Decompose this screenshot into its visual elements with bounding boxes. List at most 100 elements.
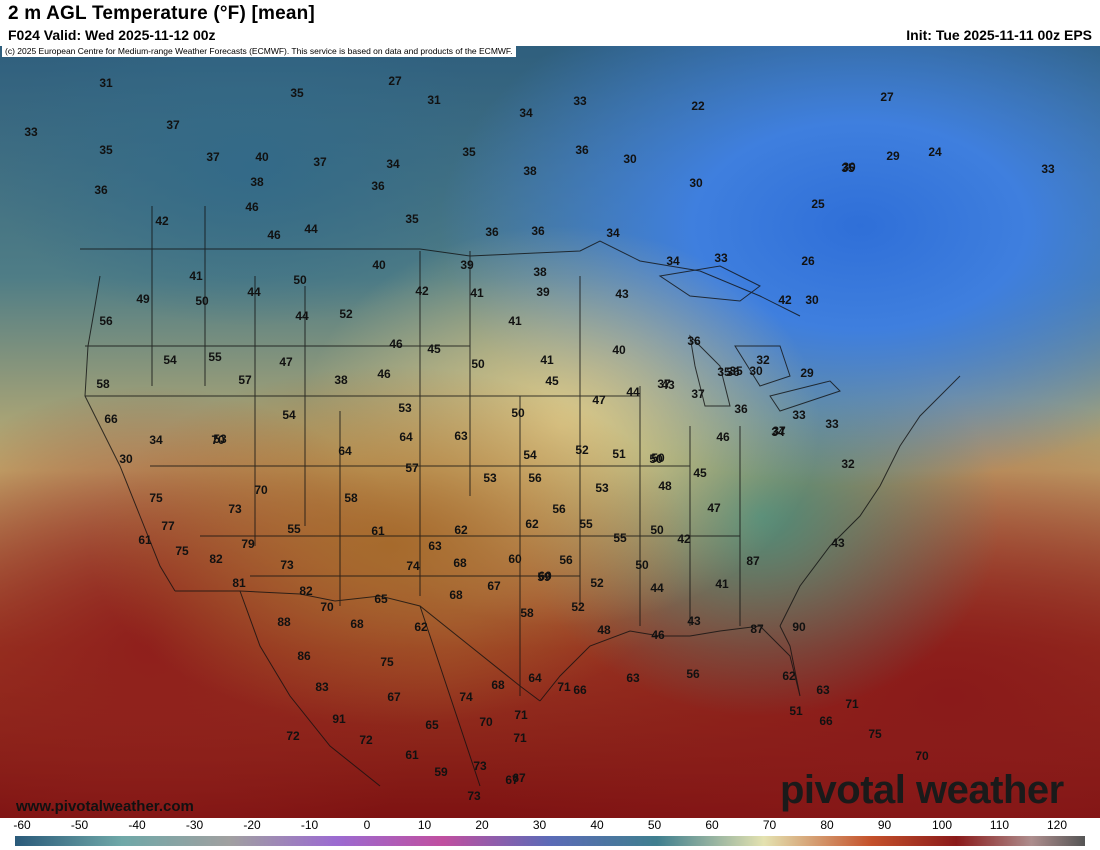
temperature-value-label: 33 xyxy=(24,125,38,139)
temperature-value-label: 61 xyxy=(371,524,385,538)
temperature-value-label: 45 xyxy=(545,374,559,388)
temperature-value-label: 36 xyxy=(575,143,589,157)
temperature-value-label: 65 xyxy=(374,592,388,606)
temperature-value-label: 62 xyxy=(414,620,428,634)
temperature-value-label: 60 xyxy=(538,569,552,583)
color-scale-tick-label: 70 xyxy=(762,818,777,832)
temperature-value-label: 30 xyxy=(805,293,819,307)
temperature-value-label: 41 xyxy=(470,286,484,300)
temperature-value-label: 43 xyxy=(687,614,701,628)
temperature-value-label: 40 xyxy=(255,150,269,164)
temperature-value-label: 72 xyxy=(359,733,373,747)
temperature-value-label: 36 xyxy=(687,334,701,348)
temperature-value-label: 75 xyxy=(149,491,163,505)
color-scale-tick-label: -30 xyxy=(185,818,204,832)
temperature-value-label: 26 xyxy=(801,254,815,268)
temperature-value-label: 79 xyxy=(241,537,255,551)
temperature-value-label: 50 xyxy=(511,406,525,420)
temperature-value-label: 52 xyxy=(339,307,353,321)
temperature-value-label: 68 xyxy=(350,617,364,631)
temperature-value-label: 39 xyxy=(536,285,550,299)
temperature-value-label: 71 xyxy=(845,697,859,711)
temperature-value-label: 63 xyxy=(428,539,442,553)
temperature-value-label: 61 xyxy=(138,533,152,547)
temperature-value-label: 37 xyxy=(772,424,786,438)
temperature-value-label: 50 xyxy=(650,523,664,537)
temperature-value-label: 62 xyxy=(454,523,468,537)
temperature-value-label: 62 xyxy=(782,669,796,683)
temperature-value-label: 91 xyxy=(332,712,346,726)
temperature-value-label: 82 xyxy=(209,552,223,566)
temperature-value-label: 41 xyxy=(189,269,203,283)
temperature-value-label: 90 xyxy=(792,620,806,634)
temperature-value-label: 70 xyxy=(320,600,334,614)
temperature-value-label: 56 xyxy=(528,471,542,485)
temperature-value-label: 41 xyxy=(715,577,729,591)
temperature-value-label: 63 xyxy=(626,671,640,685)
temperature-value-label: 70 xyxy=(915,749,929,763)
temperature-value-label: 70 xyxy=(254,483,268,497)
temperature-value-label: 42 xyxy=(677,532,691,546)
temperature-value-label: 43 xyxy=(661,378,675,392)
temperature-value-label: 55 xyxy=(287,522,301,536)
website-url[interactable]: www.pivotalweather.com xyxy=(16,798,194,815)
temperature-value-label: 29 xyxy=(800,366,814,380)
temperature-value-label: 48 xyxy=(658,479,672,493)
temperature-value-label: 34 xyxy=(149,433,163,447)
temperature-value-label: 74 xyxy=(459,690,473,704)
temperature-value-label: 62 xyxy=(525,517,539,531)
temperature-value-label: 61 xyxy=(405,748,419,762)
temperature-value-label: 42 xyxy=(415,284,429,298)
temperature-value-label: 52 xyxy=(571,600,585,614)
temperature-value-label: 64 xyxy=(338,444,352,458)
temperature-value-label: 53 xyxy=(483,471,497,485)
color-scale-tick-label: 120 xyxy=(1046,818,1068,832)
temperature-value-label: 46 xyxy=(245,200,259,214)
temperature-value-label: 63 xyxy=(816,683,830,697)
temperature-value-label: 53 xyxy=(595,481,609,495)
temperature-value-label: 46 xyxy=(389,337,403,351)
temperature-value-label: 56 xyxy=(552,502,566,516)
temperature-value-label: 41 xyxy=(508,314,522,328)
temperature-value-label: 50 xyxy=(293,273,307,287)
temperature-value-label: 41 xyxy=(540,353,554,367)
color-scale-tick-label: -40 xyxy=(128,818,146,832)
color-scale-tick-label: 90 xyxy=(877,818,892,832)
temperature-value-label: 56 xyxy=(99,314,113,328)
color-scale-tick-label: 80 xyxy=(820,818,834,832)
copyright-notice: (c) 2025 European Centre for Medium-rang… xyxy=(2,46,516,57)
temperature-value-label: 35 xyxy=(841,161,855,175)
temperature-value-label: 43 xyxy=(615,287,629,301)
temperature-value-label: 35 xyxy=(462,145,476,159)
temperature-value-label: 66 xyxy=(573,683,587,697)
color-scale-tick-label: 60 xyxy=(705,818,719,832)
temperature-value-label: 47 xyxy=(707,501,721,515)
temperature-value-label: 35 xyxy=(405,212,419,226)
temperature-map[interactable]: (c) 2025 European Centre for Medium-rang… xyxy=(0,46,1100,818)
temperature-value-label: 73 xyxy=(467,789,481,803)
temperature-value-label: 87 xyxy=(746,554,760,568)
temperature-value-label: 49 xyxy=(136,292,150,306)
temperature-value-label: 55 xyxy=(208,350,222,364)
temperature-value-label: 73 xyxy=(228,502,242,516)
temperature-value-label: 47 xyxy=(592,393,606,407)
temperature-value-label: 77 xyxy=(161,519,175,533)
temperature-value-label: 82 xyxy=(299,584,313,598)
temperature-value-label: 34 xyxy=(666,254,680,268)
temperature-value-label: 50 xyxy=(635,558,649,572)
color-scale-tick-label: 30 xyxy=(532,818,547,832)
temperature-value-label: 60 xyxy=(508,552,522,566)
temperature-value-label: 74 xyxy=(406,559,420,573)
temperature-value-label: 59 xyxy=(434,765,448,779)
brand-logo: pivotal weather xyxy=(780,768,1064,812)
temperature-value-label: 44 xyxy=(304,222,318,236)
temperature-value-label: 33 xyxy=(1041,162,1055,176)
temperature-value-label: 57 xyxy=(238,373,252,387)
temperature-value-label: 88 xyxy=(277,615,291,629)
temperature-value-label: 86 xyxy=(297,649,311,663)
temperature-value-label: 30 xyxy=(623,152,637,166)
color-scale-tick-label: 20 xyxy=(475,818,489,832)
temperature-value-label: 24 xyxy=(928,145,942,159)
temperature-value-label: 87 xyxy=(750,622,764,636)
temperature-value-label: 32 xyxy=(756,353,770,367)
